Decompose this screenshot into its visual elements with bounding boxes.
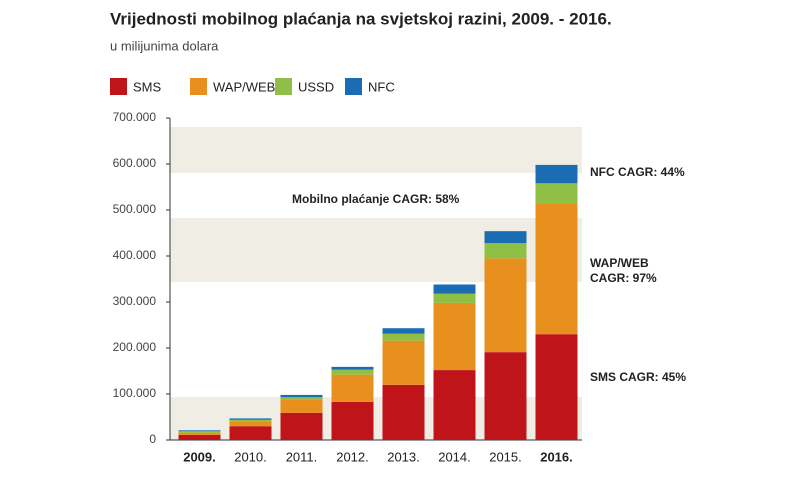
x-tick-label: 2011. (286, 449, 318, 464)
bar-segment (484, 258, 527, 353)
chart-title: Vrijednosti mobilnog plaćanja na svjetsk… (110, 9, 612, 28)
y-tick-label: 400.000 (113, 248, 157, 262)
bar-segment (280, 412, 323, 440)
bar-segment (535, 183, 578, 204)
bar-segment (382, 328, 425, 334)
bar-segment (331, 366, 374, 370)
annotation: SMS CAGR: 45% (590, 370, 687, 384)
bar-segment (382, 384, 425, 440)
annotation: Mobilno plaćanje CAGR: 58% (292, 192, 460, 206)
legend-swatch (190, 78, 207, 95)
bar-segment (382, 340, 425, 385)
legend-label: WAP/WEB (213, 79, 275, 94)
bar-segment (280, 397, 323, 400)
x-tick-label: 2013. (387, 449, 420, 464)
x-tick-label: 2014. (438, 449, 471, 464)
y-tick-label: 500.000 (113, 202, 157, 216)
bar-segment (178, 434, 221, 440)
legend-label: SMS (133, 79, 162, 94)
y-tick-label: 300.000 (113, 294, 157, 308)
bar-segment (535, 203, 578, 335)
bar-segment (535, 334, 578, 440)
band (170, 127, 582, 173)
legend-label: NFC (368, 79, 395, 94)
bar-segment (229, 418, 272, 420)
subtitle: u milijunima dolara (110, 38, 219, 53)
bar-segment (178, 432, 221, 435)
x-tick-label: 2009. (183, 449, 216, 464)
bar-segment (280, 399, 323, 413)
x-tick-label: 2012. (336, 449, 369, 464)
bar-segment (484, 352, 527, 440)
bar-segment (331, 401, 374, 440)
y-tick-label: 100.000 (113, 386, 157, 400)
annotation: NFC CAGR: 44% (590, 165, 685, 179)
legend-swatch (345, 78, 362, 95)
bar-segment (280, 394, 323, 398)
bar-segment (178, 431, 221, 433)
annotation: WAP/WEB CAGR: 97% (590, 256, 657, 285)
bar-segment (229, 421, 272, 427)
bar-segment (433, 284, 476, 294)
x-tick-label: 2015. (489, 449, 522, 464)
legend-swatch (110, 78, 127, 95)
legend-label: USSD (298, 79, 334, 94)
bar-segment (484, 231, 527, 244)
y-tick-label: 200.000 (113, 340, 157, 354)
y-tick-label: 0 (149, 432, 156, 446)
bar-segment (433, 293, 476, 303)
x-tick-label: 2010. (234, 449, 267, 464)
x-tick-label: 2016. (540, 449, 573, 464)
bar-segment (535, 164, 578, 184)
bar-segment (178, 430, 221, 432)
bar-segment (229, 426, 272, 440)
y-tick-label: 600.000 (113, 156, 157, 170)
y-tick-label: 700.000 (113, 110, 157, 124)
bar-segment (331, 374, 374, 402)
bar-segment (433, 370, 476, 440)
bar-segment (229, 419, 272, 422)
bar-segment (382, 333, 425, 341)
bar-segment (433, 302, 476, 371)
bar-segment (484, 243, 527, 259)
bar-segment (331, 369, 374, 375)
legend-swatch (275, 78, 292, 95)
